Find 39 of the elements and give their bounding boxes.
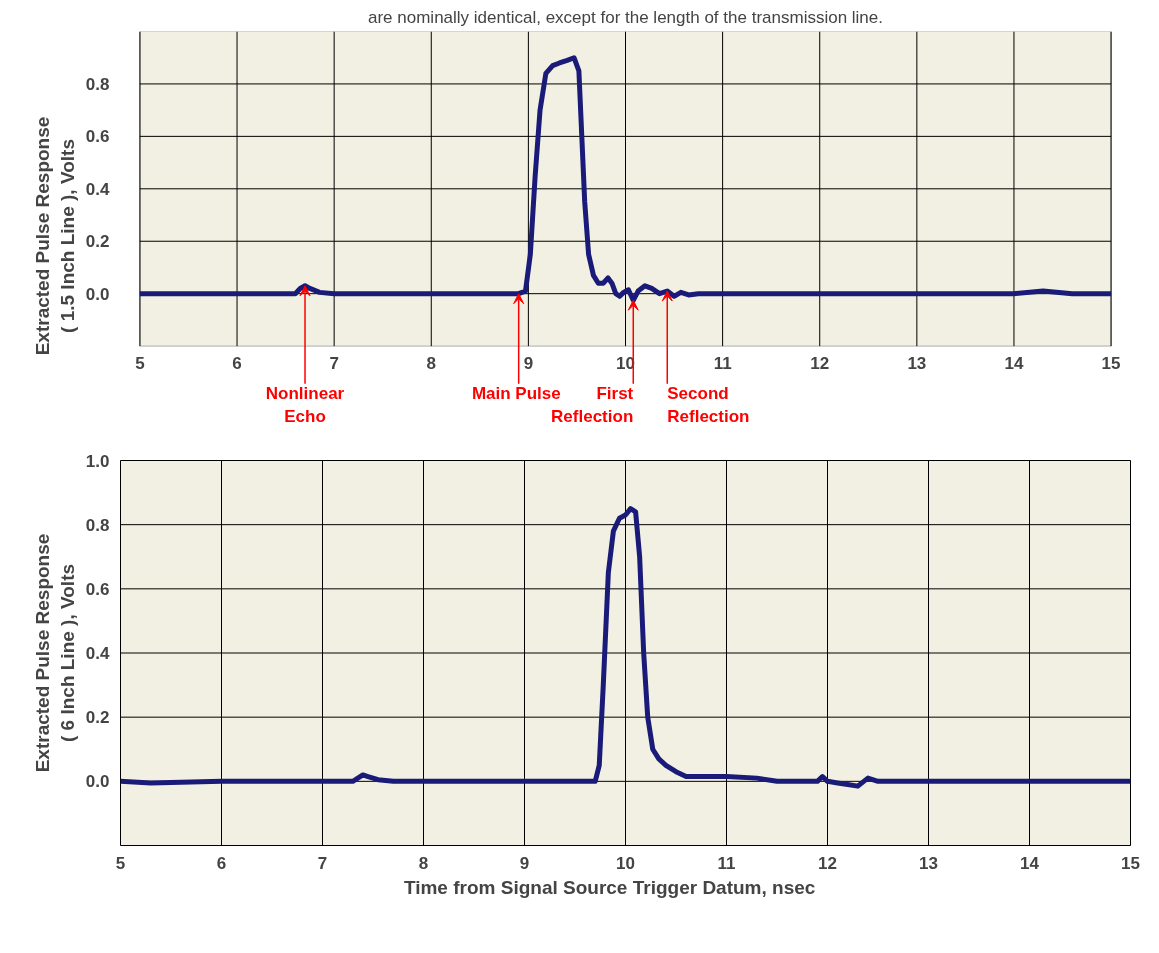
y-tick-label: 0.0 [85,772,110,792]
y-tick-label: 0.8 [85,74,110,94]
y-tick-label: 1.0 [85,451,110,471]
y-tick-label: 0.2 [85,708,110,728]
x-tick-label: 5 [135,354,145,374]
x-tick-label: 12 [818,853,837,873]
y-axis-title: Extracted Pulse Response ( 6 Inch Line ), Volts [31,533,78,773]
y-tick-label: 0.0 [85,284,110,304]
y-tick-label: 0.4 [85,644,111,663]
annotation: Second Reflection [667,383,750,426]
y-tick-label: 0.6 [85,579,110,599]
x-tick-label: 14 [1020,853,1040,873]
x-tick-label: 15 [1101,354,1121,374]
x-tick-label: 12 [810,354,830,374]
x-tick-label: 13 [919,853,938,873]
y-axis-title: Extracted Pulse Response ( 1.5 Inch Line ), Volts [31,116,78,356]
x-tick-label: 9 [519,853,530,873]
x-tick-label: 6 [232,354,242,374]
y-tick-label: 0.4 [85,179,111,199]
x-tick-label: 8 [418,853,429,873]
x-tick-label: 10 [616,853,635,873]
x-tick-label: 5 [115,853,126,873]
x-tick-label: 11 [713,354,732,374]
x-tick-label: 7 [317,853,328,873]
x-tick-label: 13 [907,354,927,374]
x-tick-label: 7 [329,354,339,374]
y-tick-label: 0.6 [85,127,110,147]
x-tick-label: 6 [216,853,227,873]
x-axis-title: Time from Signal Source Trigger Datum, nsec [403,876,816,898]
y-tick-label: 0.2 [85,232,110,252]
x-tick-label: 15 [1121,853,1140,873]
x-tick-label: 9 [523,354,534,374]
annotation: Main Pulse [471,383,561,403]
x-tick-label: 8 [426,354,437,374]
annotation: Nonlinear Echo [265,383,345,426]
text: are nominally identical, except for the length of the transmission line. [368,7,883,27]
y-tick-label: 0.8 [85,515,110,535]
x-tick-label: 14 [1004,354,1024,374]
x-tick-label: 11 [717,853,736,873]
